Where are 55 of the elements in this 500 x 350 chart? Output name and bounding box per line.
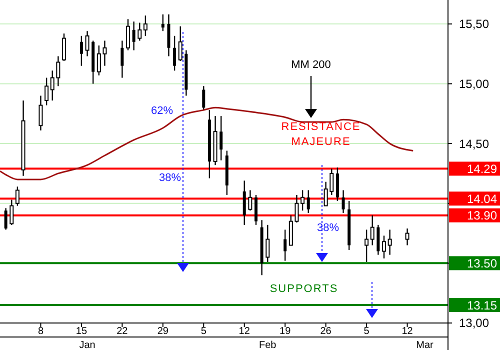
x-tick-label: 8 — [38, 326, 44, 337]
candlestick — [306, 190, 310, 214]
ref-line-label: 13.90 — [466, 208, 498, 223]
x-tick-label: 12 — [238, 326, 250, 337]
x2-tick-label: Feb — [259, 340, 277, 350]
candlestick — [85, 30, 90, 57]
candlestick — [80, 35, 83, 66]
candlestick — [300, 190, 305, 212]
ref-line-label: 13.50 — [466, 256, 498, 270]
candlestick — [44, 77, 49, 106]
candlestick — [284, 229, 287, 262]
candlestick — [120, 40, 124, 78]
candlestick — [254, 194, 258, 226]
annotation: MM 200 — [291, 59, 331, 71]
candlestick — [126, 18, 130, 51]
candlestick — [62, 32, 66, 62]
annotation: SUPPORTS — [270, 283, 338, 295]
annotation: 62% — [150, 105, 174, 117]
annotation: RESISTANCE MAJEURE — [281, 121, 361, 148]
candlestick — [161, 14, 164, 32]
ref-line-label: 14.29 — [466, 162, 498, 176]
candlestick — [266, 224, 270, 263]
candlestick — [10, 199, 14, 226]
candlestick — [178, 26, 182, 62]
x-tick-label: 15 — [76, 326, 88, 337]
x2-tick-label: Mar — [416, 340, 434, 350]
x-tick-label: 22 — [116, 326, 128, 337]
x-tick-label: 5 — [200, 326, 207, 337]
ref-line-label: 14.04 — [466, 192, 498, 206]
x-tick-label: 19 — [280, 326, 292, 337]
y-tick-label: 13,00 — [458, 316, 490, 330]
candlestick — [132, 20, 136, 51]
candlestick — [220, 115, 223, 161]
candlestick — [173, 35, 176, 72]
y-tick-label: 15,50 — [458, 17, 490, 32]
annotation: 38% — [158, 172, 182, 184]
candlestick — [242, 180, 246, 226]
x2-tick-label: Jan — [79, 340, 96, 350]
candlestick — [138, 22, 142, 42]
candlestick — [167, 14, 170, 57]
candlestick — [38, 95, 43, 131]
candlestick — [336, 166, 339, 202]
candlestick — [202, 86, 206, 111]
y-tick-label: 14,50 — [458, 136, 490, 151]
ref-line-label: 13.15 — [466, 298, 498, 312]
annotation: 38% — [316, 222, 340, 234]
candlestick — [248, 190, 252, 212]
x-tick-label: 26 — [320, 326, 332, 337]
x-tick-label: 29 — [157, 326, 169, 337]
x-tick-label: 12 — [402, 326, 414, 337]
candlestick — [4, 208, 8, 230]
x-tick-label: 5 — [364, 326, 370, 337]
candlestick — [15, 186, 20, 206]
candlestick — [143, 14, 148, 36]
y-tick-label: 15,00 — [458, 76, 490, 91]
